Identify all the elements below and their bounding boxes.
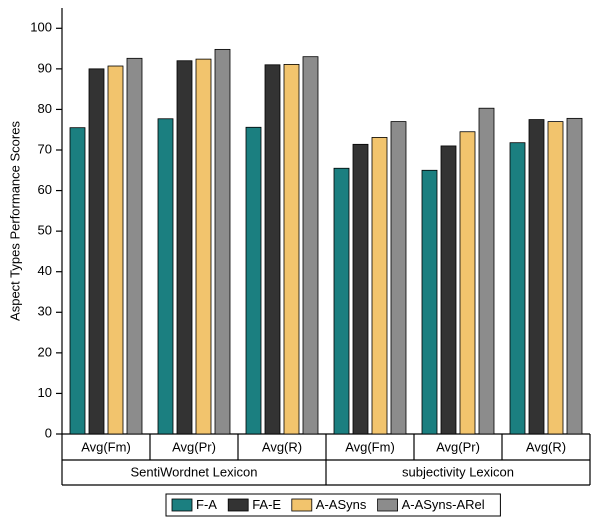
bar bbox=[245, 126, 262, 435]
group-label: subjectivity Lexicon bbox=[402, 464, 514, 479]
bar bbox=[547, 121, 564, 435]
bar bbox=[283, 63, 300, 435]
bar bbox=[371, 137, 388, 435]
bar bbox=[528, 119, 545, 435]
bar bbox=[333, 167, 350, 435]
y-tick-label: 0 bbox=[45, 425, 52, 440]
legend-swatch bbox=[377, 498, 399, 512]
bar bbox=[390, 121, 407, 435]
legend-label: A-ASyns bbox=[316, 497, 367, 512]
y-tick-label: 60 bbox=[38, 182, 52, 197]
bar bbox=[157, 118, 174, 435]
bar bbox=[176, 60, 193, 435]
y-tick-label: 40 bbox=[38, 263, 52, 278]
x-tick-label: Avg(R) bbox=[526, 439, 566, 454]
y-tick-label: 10 bbox=[38, 385, 52, 400]
bar bbox=[440, 145, 457, 435]
bar bbox=[195, 58, 212, 435]
bar bbox=[509, 142, 526, 435]
bar bbox=[459, 131, 476, 435]
y-tick-label: 90 bbox=[38, 60, 52, 75]
bar bbox=[88, 68, 105, 435]
y-tick-label: 70 bbox=[38, 141, 52, 156]
bar bbox=[214, 48, 231, 435]
legend-label: FA-E bbox=[252, 497, 281, 512]
bar bbox=[421, 169, 438, 435]
y-tick-label: 20 bbox=[38, 344, 52, 359]
bar bbox=[352, 143, 369, 435]
x-tick-label: Avg(R) bbox=[262, 439, 302, 454]
y-axis-label: Aspect Types Performance Scores bbox=[7, 121, 22, 321]
x-tick-label: Avg(Pr) bbox=[172, 439, 216, 454]
bar bbox=[478, 107, 495, 435]
bar bbox=[126, 57, 143, 435]
legend-label: A-ASyns-ARel bbox=[402, 497, 485, 512]
bar bbox=[566, 117, 583, 435]
x-tick-label: Avg(Fm) bbox=[345, 439, 395, 454]
x-tick-label: Avg(Fm) bbox=[81, 439, 131, 454]
y-tick-label: 30 bbox=[38, 304, 52, 319]
y-tick-label: 50 bbox=[38, 223, 52, 238]
bar bbox=[302, 56, 319, 435]
legend-label: F-A bbox=[196, 497, 217, 512]
y-tick-label: 100 bbox=[30, 20, 52, 35]
x-tick-label: Avg(Pr) bbox=[436, 439, 480, 454]
bar bbox=[107, 65, 124, 435]
legend-swatch bbox=[171, 498, 193, 512]
bar bbox=[69, 127, 86, 435]
legend-swatch bbox=[291, 498, 313, 512]
bar bbox=[264, 64, 281, 435]
legend-swatch bbox=[227, 498, 249, 512]
group-label: SentiWordnet Lexicon bbox=[131, 464, 258, 479]
y-tick-label: 80 bbox=[38, 101, 52, 116]
legend-box bbox=[165, 493, 501, 517]
